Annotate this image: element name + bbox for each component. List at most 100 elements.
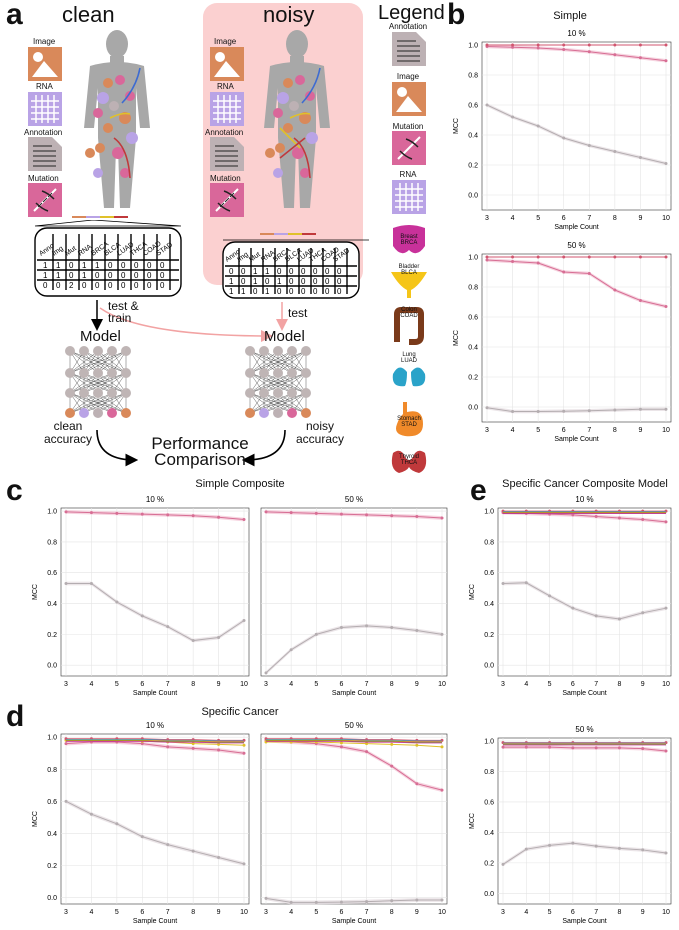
nn-node (93, 388, 103, 398)
chart-title: 10 % (146, 495, 164, 504)
data-point (524, 847, 528, 851)
data-point (314, 900, 318, 904)
table-cell: 0 (337, 287, 342, 296)
data-point (365, 742, 369, 746)
x-tick-label: 4 (511, 427, 515, 434)
chart-frame (497, 737, 672, 905)
data-point (191, 639, 195, 643)
data-point (242, 862, 246, 866)
table-cell: 0 (337, 277, 342, 286)
data-point (191, 849, 195, 853)
nn-edge (249, 392, 307, 414)
data-point (485, 258, 489, 262)
table-cell: 1 (265, 287, 270, 296)
lung-organ-icon (392, 358, 426, 387)
data-point (289, 511, 293, 515)
nn-node (287, 346, 297, 356)
nn-edge (277, 350, 307, 374)
nn-node (65, 368, 75, 378)
table-cell: 0 (313, 287, 318, 296)
nn-node (93, 368, 103, 378)
data-point (511, 43, 515, 47)
data-point (485, 43, 489, 47)
data-point (264, 510, 268, 514)
panel-label-e: e (470, 474, 487, 507)
data-point (64, 799, 68, 803)
x-tick-label: 10 (662, 681, 670, 688)
legend-label: Mutation (392, 122, 424, 131)
nn-edge (83, 372, 127, 394)
chart-frame (481, 41, 672, 211)
chart-specific-cancer-composite-50: 50 % 0.0 0.2 0.4 0.6 0.8 1.0 3 4 5 6 7 8 9 10 Sample Co… (469, 725, 672, 925)
table-cell: 1 (253, 277, 258, 286)
y-tick-label: 0.2 (468, 375, 478, 382)
x-tick-label: 6 (339, 909, 343, 916)
data-point (641, 848, 645, 852)
nn-node (301, 368, 311, 378)
cancer-name: Bladder (398, 264, 420, 270)
table-cell: 0 (121, 271, 126, 280)
data-point (415, 514, 419, 518)
modality-label: Mutation (210, 174, 241, 183)
nn-edge (69, 372, 127, 394)
y-tick-label: 0.4 (468, 345, 478, 352)
x-tick-label: 7 (166, 681, 170, 688)
y-tick-label: 0.6 (468, 103, 478, 110)
x-tick-label: 4 (289, 681, 293, 688)
y-tick-label: 0.8 (468, 285, 478, 292)
colon-organ-icon (394, 307, 424, 345)
nn-edge (277, 392, 307, 414)
x-axis-label: Sample Count (332, 918, 376, 925)
x-tick-label: 10 (438, 681, 446, 688)
data-point (587, 144, 591, 147)
x-axis-label: Sample Count (332, 690, 376, 697)
series-line-grey (486, 407, 666, 412)
data-point (664, 162, 668, 165)
data-point (664, 407, 668, 411)
x-tick-label: 5 (115, 909, 119, 916)
y-tick-label: 0.2 (484, 632, 494, 639)
neural-network-noisy (245, 346, 311, 418)
nn-edge (97, 350, 127, 374)
data-point (217, 742, 221, 746)
y-tick-label: 1.0 (484, 739, 494, 746)
data-point (664, 606, 668, 610)
nn-node (79, 388, 89, 398)
nn-node (273, 388, 283, 398)
table-cell: 0 (108, 271, 113, 280)
x-tick-label: 4 (511, 215, 515, 222)
nn-edge (263, 392, 307, 414)
table-cell: 0 (108, 261, 113, 270)
series-line-cancer-extra (66, 740, 244, 744)
nn-edge (249, 392, 279, 414)
data-point (594, 614, 598, 618)
table-cell: 0 (325, 277, 330, 286)
noisy-body-silhouette (264, 30, 330, 208)
nn-edge (97, 392, 127, 414)
table-cell: 1 (265, 267, 270, 276)
nn-edge (277, 372, 307, 394)
x-tick-label: 3 (501, 681, 505, 688)
chart-specific-cancer-10: 10 % 0.0 0.2 0.4 0.6 0.8 1.0 3 4 5 6 7 8 9 10 Sample Co… (32, 721, 250, 925)
table-cell: 0 (43, 281, 48, 290)
nn-edge (69, 392, 113, 414)
table-cell: 0 (301, 287, 306, 296)
y-tick-label: 1.0 (484, 509, 494, 516)
table-cell: 0 (277, 267, 282, 276)
modality-label: RNA (217, 82, 234, 91)
nn-node (259, 408, 269, 418)
neural-network-clean (65, 346, 131, 418)
table-cell: 1 (82, 271, 87, 280)
data-point (365, 513, 369, 517)
y-tick-label: 0.2 (468, 163, 478, 170)
data-point (264, 671, 268, 675)
series-line-cancer-extra (66, 740, 244, 743)
data-point (289, 648, 293, 652)
data-point (562, 270, 566, 274)
nn-edge (249, 372, 307, 394)
series-band (487, 258, 666, 309)
data-point (571, 746, 575, 750)
panel-label-b: b (447, 0, 466, 31)
x-tick-label: 8 (617, 909, 621, 916)
nn-node (65, 388, 75, 398)
